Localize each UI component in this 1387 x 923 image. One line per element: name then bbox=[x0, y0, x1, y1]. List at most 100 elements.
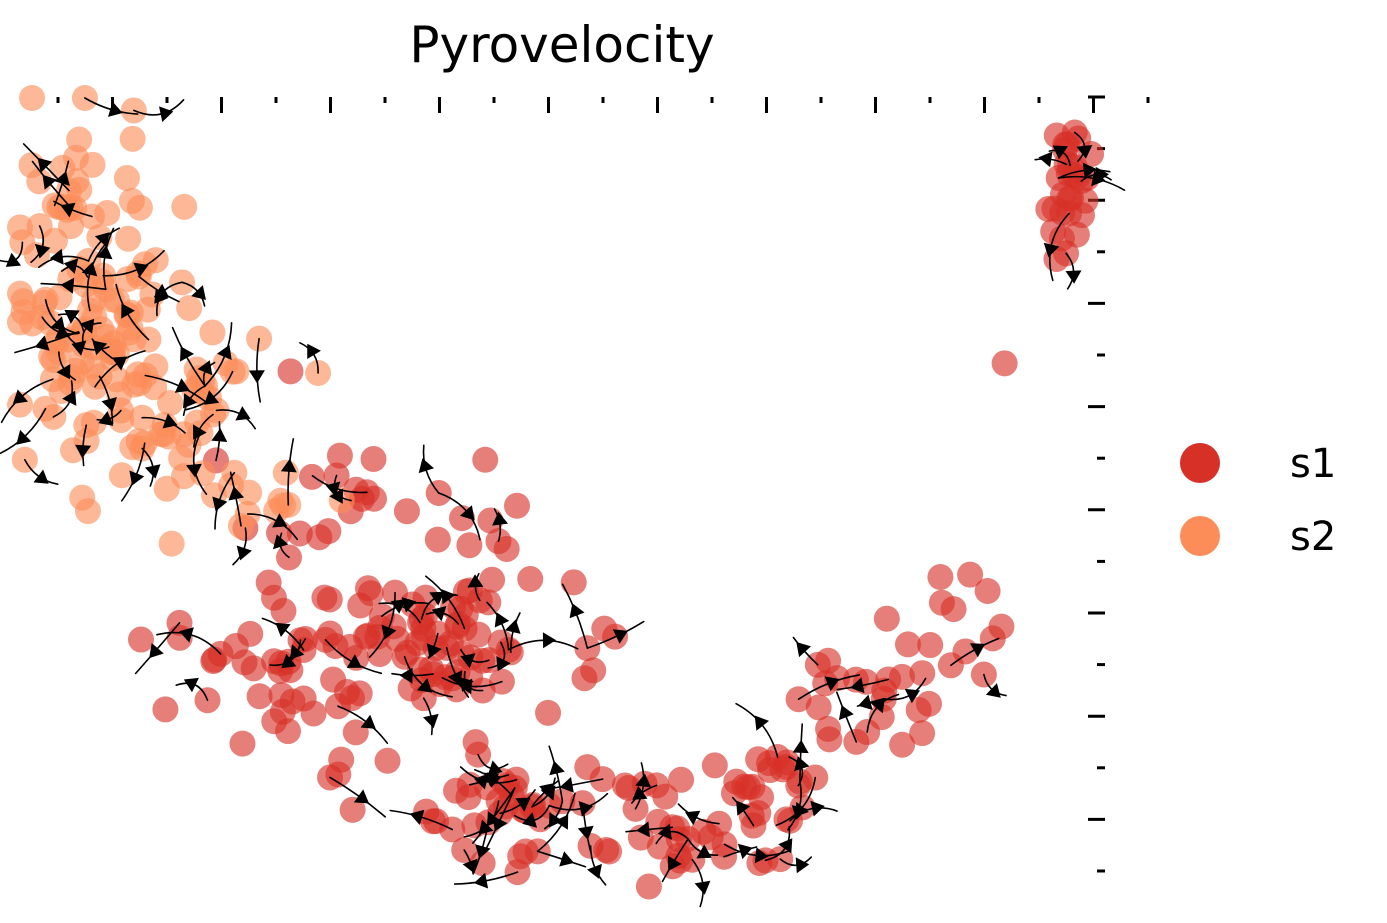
velocity-arrowhead bbox=[111, 356, 128, 371]
streamline bbox=[102, 249, 165, 277]
streamline bbox=[532, 780, 559, 806]
streamline bbox=[121, 442, 146, 502]
velocity-arrowhead bbox=[329, 488, 344, 504]
velocity-arrowhead bbox=[193, 424, 207, 440]
velocity-arrowhead bbox=[632, 785, 648, 800]
velocity-arrowhead bbox=[474, 773, 489, 790]
velocity-arrowhead bbox=[431, 606, 447, 622]
velocity-arrowhead bbox=[381, 624, 397, 640]
velocity-streamlines bbox=[0, 97, 1126, 908]
velocity-arrowhead bbox=[754, 715, 769, 731]
velocity-arrowhead bbox=[473, 872, 489, 889]
data-point-s1 bbox=[306, 524, 333, 551]
data-point-s2 bbox=[100, 330, 127, 357]
velocity-arrowhead bbox=[494, 612, 510, 628]
data-point-s1 bbox=[915, 690, 942, 717]
data-point-s1 bbox=[127, 626, 154, 653]
data-point-s1 bbox=[894, 631, 921, 658]
data-point-s1 bbox=[690, 818, 717, 845]
velocity-arrowhead bbox=[50, 316, 66, 332]
streamline bbox=[84, 97, 139, 115]
data-point-s1 bbox=[815, 715, 842, 742]
velocity-arrowhead bbox=[577, 825, 594, 840]
velocity-arrowhead bbox=[360, 714, 376, 729]
data-point-s1 bbox=[316, 586, 343, 613]
velocity-arrowhead bbox=[121, 303, 135, 319]
streamline bbox=[256, 337, 261, 403]
velocity-arrowhead bbox=[409, 809, 425, 825]
streamline bbox=[368, 591, 396, 658]
velocity-arrowhead bbox=[183, 677, 199, 693]
velocity-arrowhead bbox=[736, 800, 751, 816]
data-point-s1 bbox=[472, 446, 499, 473]
streamline bbox=[513, 804, 551, 822]
velocity-arrowhead bbox=[569, 603, 585, 619]
chart-title: Pyrovelocity bbox=[409, 16, 714, 74]
velocity-arrowhead bbox=[71, 340, 87, 356]
velocity-arrowhead bbox=[441, 589, 456, 605]
velocity-arrowhead bbox=[228, 486, 245, 501]
velocity-arrowhead bbox=[515, 797, 531, 812]
data-point-s1 bbox=[517, 566, 544, 593]
data-point-s1 bbox=[328, 746, 355, 773]
velocity-arrowhead bbox=[204, 390, 220, 405]
velocity-arrowhead bbox=[824, 676, 840, 692]
velocity-arrowhead bbox=[542, 632, 556, 649]
velocity-arrowhead bbox=[1038, 151, 1053, 168]
data-point-s1 bbox=[535, 699, 562, 726]
velocity-arrowhead bbox=[487, 760, 503, 776]
velocity-arrowhead bbox=[42, 174, 57, 190]
velocity-arrowhead bbox=[418, 458, 434, 474]
velocity-arrowhead bbox=[37, 157, 53, 173]
data-point-s2 bbox=[10, 299, 37, 326]
velocity-arrowhead bbox=[737, 843, 753, 860]
streamline bbox=[1048, 149, 1071, 167]
data-point-s1 bbox=[635, 873, 662, 900]
streamline bbox=[202, 361, 216, 387]
velocity-arrowhead bbox=[549, 812, 563, 828]
data-point-s1 bbox=[560, 569, 587, 596]
velocity-arrowhead bbox=[275, 622, 291, 637]
data-point-s1 bbox=[611, 772, 638, 799]
velocity-arrowhead bbox=[559, 777, 574, 793]
data-point-s1 bbox=[745, 746, 772, 773]
velocity-arrowhead bbox=[79, 318, 95, 334]
data-point-s1 bbox=[336, 633, 363, 660]
velocity-arrowhead bbox=[838, 705, 854, 721]
data-point-s2 bbox=[158, 530, 185, 557]
data-point-s2 bbox=[119, 125, 146, 152]
velocity-arrowhead bbox=[346, 654, 362, 668]
streamline bbox=[311, 475, 368, 494]
data-point-s2 bbox=[171, 193, 198, 220]
data-point-s2 bbox=[74, 498, 101, 525]
velocity-arrowhead bbox=[459, 505, 475, 521]
velocity-arrowhead bbox=[549, 760, 565, 776]
data-point-s1 bbox=[909, 720, 936, 747]
velocity-arrowhead bbox=[162, 413, 178, 429]
streamline bbox=[548, 745, 564, 802]
streamline bbox=[425, 611, 459, 625]
streamline bbox=[14, 331, 80, 354]
velocity-arrowhead bbox=[248, 370, 265, 384]
data-point-s2 bbox=[115, 225, 142, 252]
data-point-s1 bbox=[475, 589, 502, 616]
streamline bbox=[96, 409, 122, 421]
data-point-s1 bbox=[246, 683, 273, 710]
streamline bbox=[98, 375, 114, 425]
data-point-s1 bbox=[580, 657, 607, 684]
velocity-arrowhead bbox=[353, 789, 370, 804]
velocity-arrowhead bbox=[754, 847, 769, 864]
velocity-arrowhead bbox=[183, 393, 198, 409]
data-point-s2 bbox=[37, 309, 64, 336]
velocity-arrowhead bbox=[60, 277, 75, 294]
velocity-arrowhead bbox=[56, 364, 71, 380]
velocity-arrowhead bbox=[98, 411, 114, 426]
data-point-s2 bbox=[141, 374, 168, 401]
velocity-arrowhead bbox=[460, 653, 476, 669]
streamline bbox=[86, 242, 108, 312]
streamline bbox=[836, 691, 858, 743]
data-point-s2 bbox=[176, 295, 203, 322]
streamline bbox=[661, 838, 689, 883]
data-point-s2 bbox=[199, 319, 226, 346]
